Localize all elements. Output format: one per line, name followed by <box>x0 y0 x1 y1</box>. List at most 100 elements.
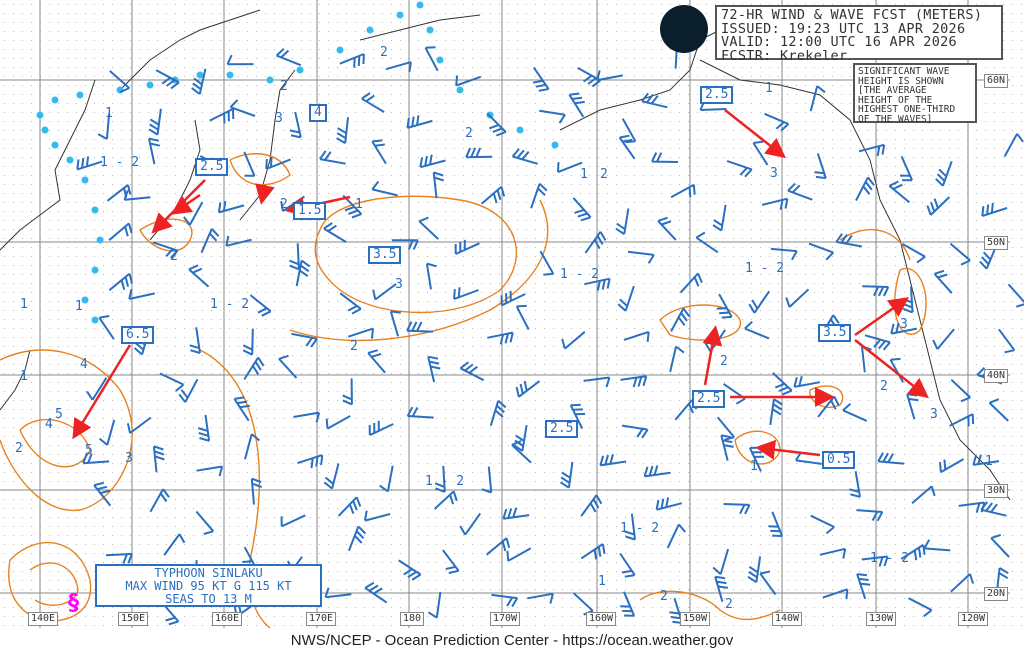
wind-barb <box>619 552 636 578</box>
wind-barb <box>770 247 798 261</box>
wind-barb <box>337 496 362 517</box>
sea-ice-dot <box>91 316 99 324</box>
wind-barb <box>726 160 753 178</box>
wind-barb <box>712 204 727 232</box>
footer-credit: NWS/NCEP - Ocean Prediction Center - htt… <box>290 632 734 649</box>
wind-barb <box>759 570 777 596</box>
wind-barb <box>877 452 905 465</box>
wind-barb <box>200 228 220 254</box>
wind-barb <box>926 196 951 216</box>
wind-barb <box>391 239 419 250</box>
wind-barb <box>82 453 110 465</box>
wind-barb <box>858 143 886 156</box>
wind-barb <box>229 99 256 117</box>
wind-barb <box>515 304 530 330</box>
wind-barb <box>814 153 827 180</box>
wind-barb <box>225 235 252 247</box>
wind-barb <box>289 111 302 139</box>
wind-barb <box>278 354 298 379</box>
contour-label: 1 <box>20 297 28 312</box>
wind-barb <box>506 547 532 562</box>
wind-barb <box>243 151 256 177</box>
wind-barb <box>888 180 911 204</box>
sea-ice-dot <box>96 236 104 244</box>
contour-label: 2 <box>280 197 288 212</box>
wind-barb <box>651 152 679 163</box>
wind-barb <box>183 201 204 226</box>
wind-barb <box>849 471 861 498</box>
contour-label: 3 <box>125 451 133 466</box>
wind-barb <box>324 587 352 599</box>
wind-barb <box>747 556 762 584</box>
wind-barb <box>808 242 835 261</box>
wind-barb <box>861 555 889 567</box>
coastline <box>0 79 96 251</box>
wind-barb <box>889 357 904 383</box>
contour-label: 2 <box>380 45 388 60</box>
wind-barb <box>323 463 340 490</box>
boxed-wave-height: 0.5 <box>822 451 856 469</box>
wind-barb <box>657 216 677 241</box>
significant-wave-note: SIGNIFICANT WAVE HEIGHT IS SHOWN [THE AV… <box>853 63 977 124</box>
contour-label: 4 <box>45 417 53 432</box>
wind-barb <box>289 243 300 271</box>
typhoon-name: TYPHOON SINLAKU <box>154 566 263 580</box>
contour-label: 1 - 2 <box>560 267 600 282</box>
sea-ice-dot <box>116 86 124 94</box>
typhoon-info-box: TYPHOON SINLAKU MAX WIND 95 KT G 115 KT … <box>95 564 322 607</box>
pointer-arrow <box>72 344 132 440</box>
wind-barb <box>712 548 730 575</box>
sea-ice-dot <box>91 206 99 214</box>
wind-barb <box>949 242 971 266</box>
wind-barb <box>621 424 649 439</box>
wind-barb <box>427 591 442 619</box>
longitude-label: 170W <box>490 612 521 626</box>
wind-barb <box>621 118 637 144</box>
boxed-wave-height: 3.5 <box>368 246 402 264</box>
wind-barb <box>932 328 955 350</box>
sea-ice-dot <box>366 26 374 34</box>
wind-barb <box>559 461 574 489</box>
wind-barb <box>822 588 849 600</box>
wind-barb <box>617 285 635 312</box>
wind-barb <box>539 109 566 124</box>
wind-barb <box>108 272 133 291</box>
wind-barb <box>406 406 434 419</box>
sea-ice-dot <box>66 156 74 164</box>
boxed-wave-height: 2.5 <box>692 390 726 408</box>
contour-label: 2 <box>720 354 728 369</box>
wave-height-contour <box>0 349 133 511</box>
wind-barb <box>486 112 507 137</box>
wind-barb <box>933 269 953 294</box>
wind-barb <box>557 161 583 174</box>
noaa-logo <box>660 5 708 53</box>
sea-ice-dot <box>296 66 304 74</box>
pointer-arrow <box>255 183 275 205</box>
wind-barb <box>243 356 265 380</box>
contour-label: 3 <box>930 407 938 422</box>
wind-barb <box>580 543 606 560</box>
coastline <box>699 59 1011 501</box>
contour-label: 2 <box>170 249 178 264</box>
wind-barb <box>793 376 821 388</box>
wind-barb <box>368 420 394 437</box>
contour-label: 3 <box>770 166 778 181</box>
sea-ice-dot <box>51 96 59 104</box>
contour-label: 1 - 2 <box>425 474 465 489</box>
wind-barb <box>988 398 1009 422</box>
wind-barb <box>911 485 936 505</box>
wind-barb <box>819 547 847 559</box>
contour-label: 2 <box>350 339 358 354</box>
wind-barb <box>752 140 769 166</box>
sea-ice-dot <box>146 81 154 89</box>
wind-barb <box>323 222 347 243</box>
latitude-label: 60N <box>984 74 1009 88</box>
valid-line: VALID: 12:00 UTC 16 APR 2026 <box>721 34 957 50</box>
wind-barb <box>128 288 155 300</box>
wind-barb <box>768 511 784 537</box>
contour-label: 1 <box>75 299 83 314</box>
wind-barb <box>502 507 530 520</box>
wind-barb <box>980 501 1007 517</box>
wind-barb <box>949 413 975 427</box>
wind-barb <box>178 378 199 403</box>
